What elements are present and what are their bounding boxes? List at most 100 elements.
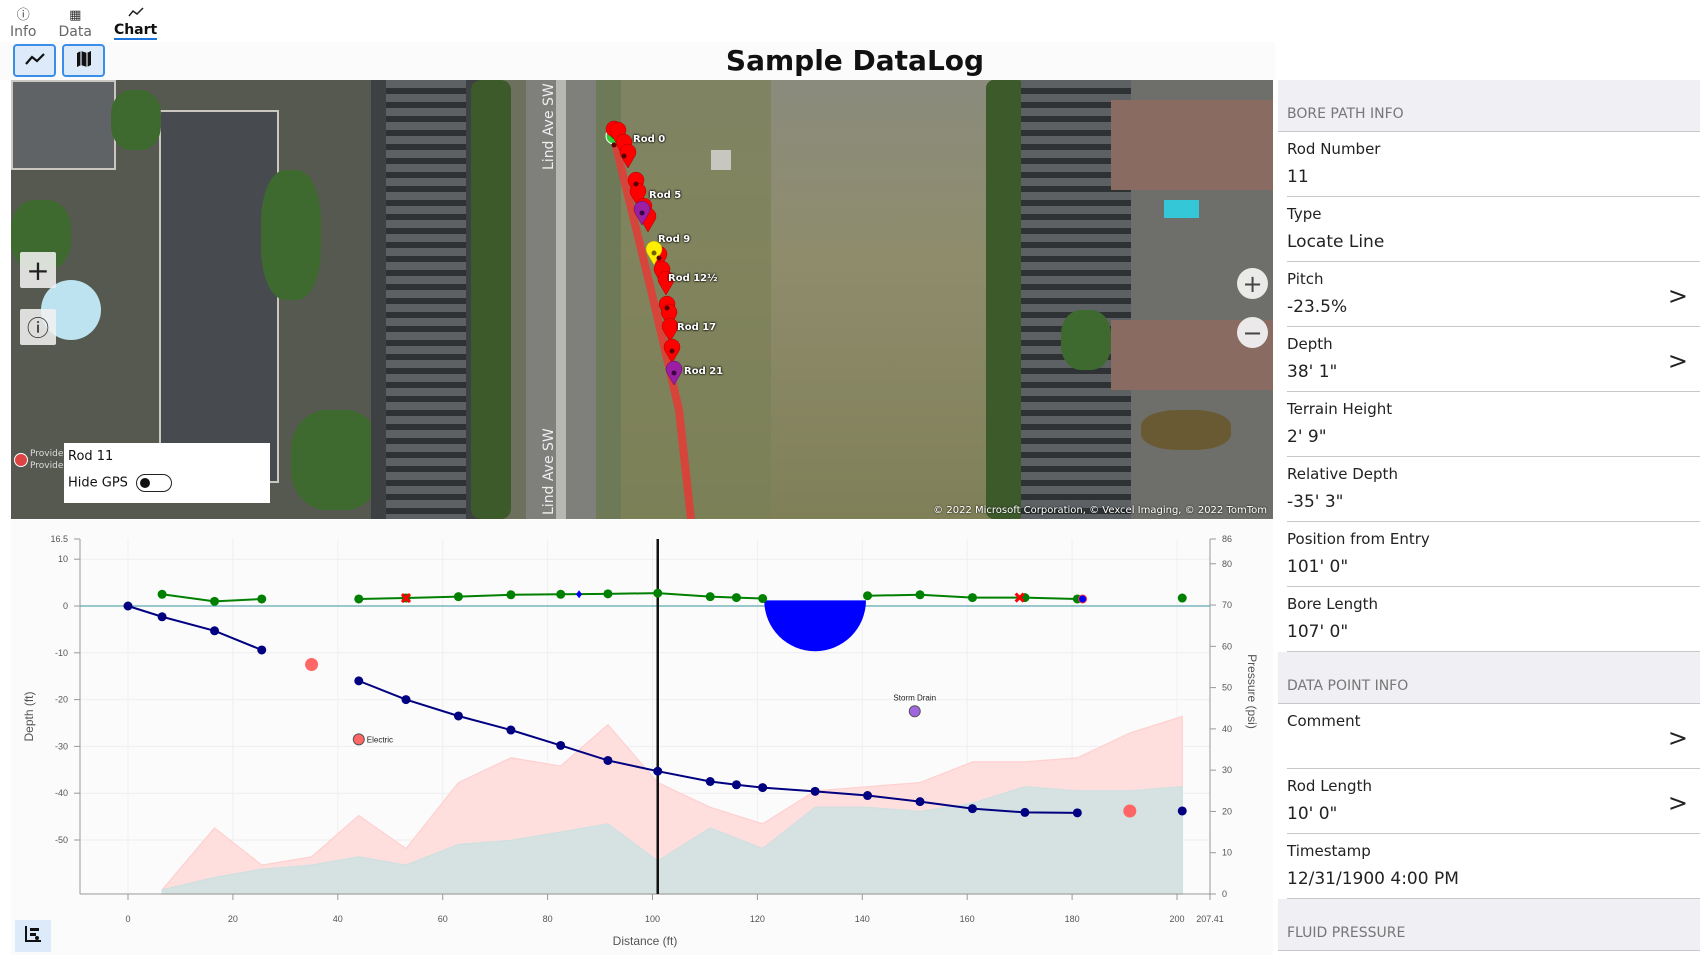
svg-text:Storm Drain: Storm Drain <box>893 693 936 702</box>
svg-text:0: 0 <box>125 914 130 924</box>
svg-text:0: 0 <box>1222 889 1227 899</box>
row-value: 2' 9" <box>1287 427 1327 447</box>
row-value: 10' 0" <box>1287 804 1338 824</box>
svg-text:20: 20 <box>228 914 238 924</box>
pin-label: Rod 0 <box>633 134 666 145</box>
svg-text:80: 80 <box>1222 559 1232 569</box>
section-header-data-point: DATA POINT INFO <box>1278 652 1700 704</box>
street-label: Lind Ave SW <box>541 83 557 170</box>
row-value: 12/31/1900 4:00 PM <box>1287 869 1459 889</box>
map-zoom-in-button[interactable]: + <box>20 252 56 288</box>
plus-icon: + <box>1242 269 1263 298</box>
chart-line-icon <box>127 6 144 22</box>
svg-text:40: 40 <box>333 914 343 924</box>
info-row-depth[interactable]: Depth 38' 1" > <box>1287 327 1700 392</box>
restaurant-poi-icon <box>14 453 28 467</box>
info-row-rod-number: Rod Number 11 <box>1287 132 1700 197</box>
hide-gps-label: Hide GPS <box>68 475 128 491</box>
map-pins[interactable] <box>605 120 683 386</box>
map-view[interactable]: Rod 0 Rod 5 Rod 9 Rod 12½ Rod 17 Rod 21 … <box>11 80 1273 519</box>
svg-text:Depth (ft): Depth (ft) <box>22 691 36 741</box>
chart-settings-icon <box>23 924 43 948</box>
chevron-right-icon: > <box>1667 724 1688 752</box>
row-label: Type <box>1287 205 1322 223</box>
hide-gps-toggle[interactable] <box>136 474 173 492</box>
row-label: Relative Depth <box>1287 465 1398 483</box>
svg-text:160: 160 <box>960 914 975 924</box>
row-label: Depth <box>1287 335 1333 353</box>
svg-text:80: 80 <box>543 914 553 924</box>
tab-label: Chart <box>113 22 158 40</box>
top-nav: ⓘ Info ▦ Data Chart <box>0 0 1708 42</box>
chart-settings-button[interactable] <box>15 920 51 952</box>
pin-label: Rod 17 <box>677 322 717 333</box>
tab-label: Info <box>10 24 37 40</box>
svg-text:60: 60 <box>1222 641 1232 651</box>
svg-text:60: 60 <box>438 914 448 924</box>
row-label: Pitch <box>1287 270 1324 288</box>
svg-text:40: 40 <box>1222 724 1232 734</box>
row-label: Comment <box>1287 712 1361 730</box>
svg-text:-20: -20 <box>55 695 68 705</box>
svg-text:200: 200 <box>1169 914 1184 924</box>
map-icon <box>76 50 92 72</box>
svg-text:20: 20 <box>1222 806 1232 816</box>
provider-text: Providen <box>30 461 70 471</box>
chart-canvas[interactable]: 16.5100-10-20-30-40-50868070605040302010… <box>11 520 1273 955</box>
svg-text:-30: -30 <box>55 741 68 751</box>
row-label: Terrain Height <box>1287 400 1393 418</box>
section-header-bore-path: BORE PATH INFO <box>1278 80 1700 132</box>
svg-text:207.41: 207.41 <box>1196 914 1224 924</box>
info-row-rod-length[interactable]: Rod Length 10' 0" > <box>1287 769 1700 834</box>
svg-text:Pressure (psi): Pressure (psi) <box>1245 654 1259 729</box>
bore-path <box>605 120 695 519</box>
svg-text:10: 10 <box>1222 848 1232 858</box>
map-mode-button[interactable] <box>62 44 105 77</box>
minus-icon: − <box>1242 318 1263 347</box>
chart-mode-button[interactable] <box>13 44 56 77</box>
svg-text:-50: -50 <box>55 835 68 845</box>
pin-label: Rod 21 <box>684 366 724 377</box>
zoom-in-button[interactable]: + <box>1237 268 1268 299</box>
hide-gps-row: Hide GPS <box>68 474 266 492</box>
pin-label: Rod 9 <box>658 234 691 245</box>
rod-info-title: Rod 11 <box>68 449 114 464</box>
row-label: Bore Length <box>1287 595 1379 613</box>
row-value: 101' 0" <box>1287 557 1349 577</box>
svg-text:10: 10 <box>58 554 68 564</box>
toolbar <box>0 42 1275 80</box>
pin-label: Rod 12½ <box>668 273 718 284</box>
tab-chart[interactable]: Chart <box>113 6 158 42</box>
street-label: Lind Ave SW <box>541 428 557 515</box>
chevron-right-icon: > <box>1667 347 1688 375</box>
svg-text:180: 180 <box>1065 914 1080 924</box>
grid-icon: ▦ <box>69 8 82 23</box>
row-value: 11 <box>1287 167 1309 187</box>
chart-line-icon <box>24 51 46 70</box>
info-row-comment[interactable]: Comment > <box>1287 704 1700 769</box>
row-value: -35' 3" <box>1287 492 1344 512</box>
page-title: Sample DataLog <box>725 44 985 77</box>
svg-text:-10: -10 <box>55 648 68 658</box>
tab-info[interactable]: ⓘ Info <box>10 8 37 42</box>
info-row-bore-length: Bore Length 107' 0" <box>1287 587 1700 652</box>
map-copyright: © 2022 Microsoft Corporation, © Vexcel I… <box>933 505 1267 516</box>
row-label: Rod Number <box>1287 140 1381 158</box>
map-info-button[interactable]: ⓘ <box>20 309 56 345</box>
info-row-pitch[interactable]: Pitch -23.5% > <box>1287 262 1700 327</box>
svg-text:0: 0 <box>63 601 68 611</box>
row-label: Rod Length <box>1287 777 1372 795</box>
svg-text:120: 120 <box>750 914 765 924</box>
tab-data[interactable]: ▦ Data <box>59 8 92 42</box>
chevron-right-icon: > <box>1667 789 1688 817</box>
info-icon: ⓘ <box>26 317 49 342</box>
chevron-right-icon: > <box>1667 282 1688 310</box>
svg-text:70: 70 <box>1222 600 1232 610</box>
row-value: 107' 0" <box>1287 622 1349 642</box>
svg-text:Electric: Electric <box>367 735 393 744</box>
zoom-out-button[interactable]: − <box>1237 317 1268 348</box>
svg-text:-40: -40 <box>55 788 68 798</box>
info-row-terrain-height: Terrain Height 2' 9" <box>1287 392 1700 457</box>
plus-icon: + <box>26 253 50 287</box>
depth-chart[interactable]: 16.5 10 0 -10 -20 -30 -40 -50 86 80 70 60 50 40 30 20 10… <box>11 520 1273 955</box>
